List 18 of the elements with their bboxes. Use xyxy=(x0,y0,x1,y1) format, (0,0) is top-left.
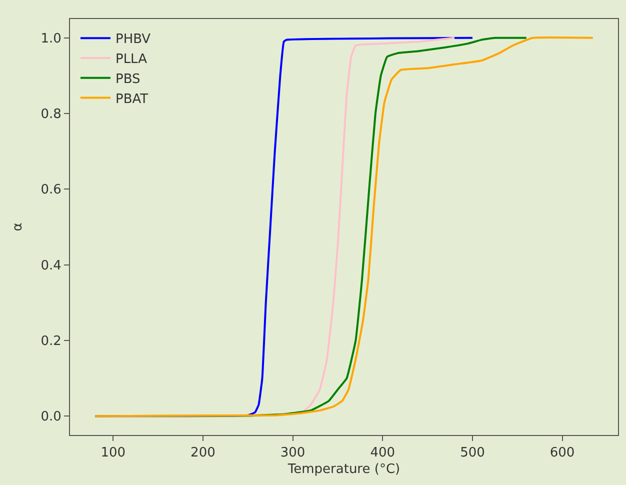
legend-label: PHBV xyxy=(115,32,151,48)
legend-label: PBAT xyxy=(115,92,148,107)
x-tick-label: 500 xyxy=(460,446,485,461)
y-tick-label: 0.2 xyxy=(40,334,62,349)
y-tick-label: 0.0 xyxy=(40,410,62,425)
x-tick-label: 100 xyxy=(100,446,126,461)
y-tick-label: 0.6 xyxy=(40,182,62,198)
legend-label: PLLA xyxy=(115,52,148,68)
x-tick-label: 200 xyxy=(190,446,216,461)
y-tick-label: 0.8 xyxy=(40,107,62,122)
x-tick-label: 400 xyxy=(370,446,396,461)
y-tick-label: 1.0 xyxy=(40,31,62,46)
x-tick-label: 300 xyxy=(280,446,306,461)
y-axis-title: α xyxy=(10,222,26,232)
x-tick-label: 600 xyxy=(550,446,575,461)
x-axis-title: Temperature (°C) xyxy=(286,462,400,478)
legend-label: PBS xyxy=(115,72,140,87)
y-tick-label: 0.4 xyxy=(40,258,62,274)
